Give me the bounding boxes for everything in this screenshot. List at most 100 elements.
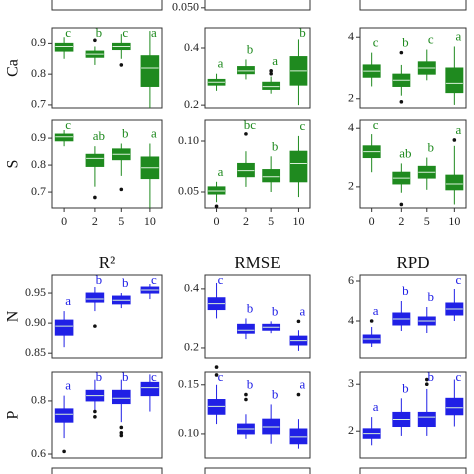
y-tick-label: 2 (348, 91, 354, 105)
box (237, 323, 255, 334)
panel-frame (204, 0, 311, 11)
y-tick-label: 0.7 (31, 184, 46, 198)
y-tick-label: 0.6 (31, 446, 46, 460)
outlier (269, 71, 273, 76)
outlier (214, 365, 219, 369)
significance-letter: c (428, 32, 434, 47)
y-tick-label: 0.15 (178, 377, 199, 391)
x-tick-label: 10 (292, 214, 304, 228)
y-tick-label: 4 (348, 120, 354, 134)
significance-letter: bc (244, 117, 257, 132)
box (54, 319, 74, 336)
box (85, 292, 105, 303)
y-tick-label: 2 (348, 423, 354, 437)
outlier (424, 377, 429, 382)
significance-letter: b (272, 138, 279, 153)
outlier (399, 202, 404, 207)
box (417, 411, 436, 428)
x-tick-label: 10 (448, 214, 460, 228)
outlier (93, 324, 97, 328)
significance-letter: c (218, 272, 224, 287)
outlier (424, 382, 429, 387)
row-label: S (5, 160, 22, 169)
panel-frame (359, 27, 467, 109)
y-tick-label: 0.8 (31, 393, 46, 407)
panel-frame (359, 274, 467, 359)
significance-letter: c (455, 272, 461, 287)
significance-letter: b (272, 303, 279, 318)
x-tick-label: 2 (243, 214, 249, 228)
x-tick-label: 2 (92, 214, 98, 228)
y-tick-label: 0.10 (178, 133, 199, 147)
significance-letter: b (402, 380, 409, 395)
box (140, 381, 160, 397)
y-tick-label: 0.10 (178, 426, 199, 440)
panel-frame (51, 371, 163, 459)
outlier (399, 50, 404, 55)
outlier (119, 425, 124, 430)
significance-letter: a (373, 303, 379, 318)
significance-letter: a (65, 293, 71, 308)
y-tick-label: 4 (348, 313, 354, 327)
y-tick-label: 0.05 (178, 184, 199, 198)
outlier (119, 63, 124, 67)
box (85, 153, 105, 167)
significance-letter: b (96, 272, 103, 287)
significance-letter: a (151, 25, 157, 40)
x-tick-label: 5 (268, 214, 274, 228)
significance-letter: a (65, 378, 71, 393)
outlier (93, 38, 97, 43)
box (54, 42, 74, 52)
panel-frame (204, 371, 311, 459)
x-tick-label: 0 (369, 214, 375, 228)
y-tick-label: 0.9 (31, 130, 46, 144)
significance-letter: a (300, 303, 306, 318)
y-tick-label: 0.85 (25, 345, 46, 359)
panel-frame (204, 274, 311, 359)
panel-frame (204, 119, 311, 209)
significance-letter: c (455, 369, 461, 384)
y-tick-label: 0.4 (184, 281, 199, 295)
significance-letter: c (65, 25, 71, 40)
panel-frame (51, 27, 163, 109)
row-label: Ca (5, 59, 22, 77)
panel-frame (51, 467, 163, 474)
outlier (119, 433, 124, 438)
outlier (296, 319, 301, 324)
significance-letter: b (122, 369, 129, 384)
significance-letter: b (247, 377, 254, 392)
significance-letter: b (428, 369, 435, 384)
significance-letter: c (300, 118, 306, 133)
panel-frame (204, 27, 311, 109)
significance-letter: a (455, 28, 461, 43)
y-tick-label: 0.8 (31, 157, 46, 171)
x-tick-label: 0 (214, 214, 220, 228)
significance-letter: ab (93, 128, 105, 143)
outlier (269, 69, 273, 73)
box (289, 150, 308, 183)
outlier (452, 138, 457, 142)
column-title: RPD (396, 253, 429, 272)
row-label: P (5, 410, 22, 419)
column-title: R² (99, 253, 115, 272)
panel-frame (359, 0, 467, 11)
significance-letter: c (151, 272, 157, 287)
significance-letter: b (402, 283, 409, 298)
significance-letter: b (122, 275, 129, 290)
significance-letter: c (218, 369, 224, 384)
outlier (62, 449, 66, 454)
y-tick-label: 0.2 (184, 340, 199, 354)
outlier (93, 195, 97, 200)
x-tick-label: 0 (61, 214, 67, 228)
y-tick-label: 3 (348, 376, 354, 390)
outlier (93, 415, 97, 419)
y-tick-label: 0.7 (31, 97, 46, 111)
significance-letter: b (96, 25, 103, 40)
significance-letter: a (151, 125, 157, 140)
x-tick-label: 5 (118, 214, 124, 228)
significance-letter: b (428, 289, 435, 304)
significance-letter: c (122, 25, 128, 40)
outlier (399, 100, 404, 104)
panel-frame (359, 119, 467, 209)
